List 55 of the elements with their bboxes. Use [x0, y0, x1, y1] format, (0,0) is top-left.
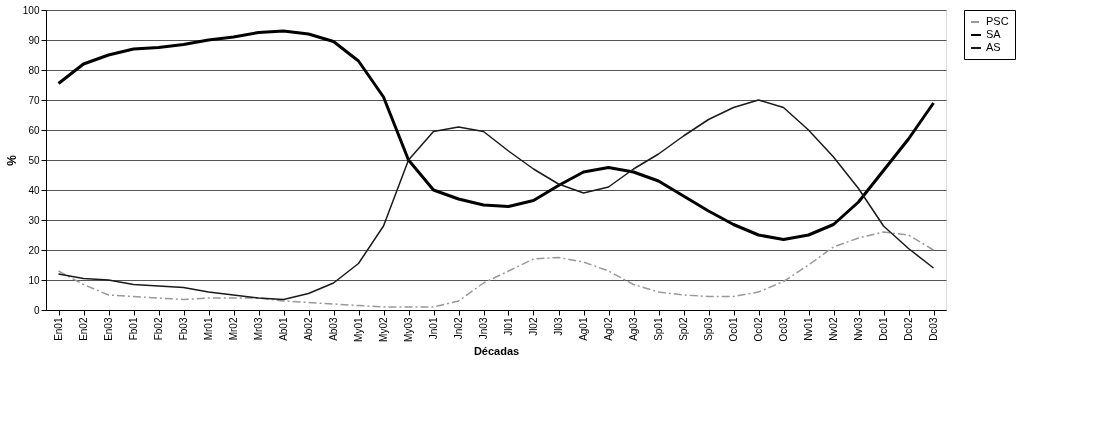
x-tick-label: Sp02 — [678, 317, 689, 341]
x-tick-label: Oc02 — [753, 317, 764, 342]
x-tick-label: Sp01 — [653, 317, 664, 341]
y-tick-label: 20 — [28, 244, 40, 256]
x-tick-label: Sp03 — [703, 317, 714, 341]
x-tick-label: En03 — [103, 317, 114, 341]
x-axis-title: Décadas — [473, 344, 520, 357]
x-tick-label: Ab02 — [303, 317, 314, 341]
x-tick-label: Fb03 — [178, 317, 189, 341]
legend-label: AS — [986, 41, 1001, 53]
y-axis-title: % — [4, 154, 19, 166]
line-series — [57, 29, 935, 241]
x-tick-label: Nv03 — [853, 317, 864, 341]
x-tick-label: Mr02 — [228, 317, 239, 341]
y-tick-label: 10 — [28, 274, 40, 286]
y-tick-label: 0 — [33, 304, 40, 316]
x-tick-label: Oc03 — [778, 317, 789, 342]
y-tick-label: 60 — [28, 124, 40, 136]
y-tick-label: 50 — [28, 154, 40, 166]
x-tick-label: Ab03 — [328, 317, 339, 341]
y-tick-label: 80 — [28, 64, 40, 76]
x-tick-label: Ag03 — [628, 317, 639, 341]
x-tick-label: Fb02 — [153, 317, 164, 341]
x-tick-label: Nv01 — [803, 317, 814, 341]
x-tick-label: Oc01 — [728, 317, 739, 342]
x-tick-label: Jl02 — [528, 317, 539, 336]
x-tick-label: My02 — [378, 317, 389, 342]
x-tick-label: Mr03 — [253, 317, 264, 341]
line-series — [57, 231, 935, 308]
line-series — [57, 99, 935, 301]
x-tick-label: En02 — [78, 317, 89, 341]
x-tick-label: Jn01 — [428, 317, 439, 340]
x-tick-label: Dc01 — [878, 317, 889, 341]
y-tick-label: 30 — [28, 214, 40, 226]
y-tick-label: 70 — [28, 94, 40, 106]
legend-label: SA — [986, 28, 1002, 40]
x-tick-label: My01 — [353, 317, 364, 342]
x-tick-label: Ag02 — [603, 317, 614, 341]
y-tick-label: 90 — [28, 34, 40, 46]
x-tick-label: Ag01 — [578, 317, 589, 341]
y-tick-label: 40 — [28, 184, 40, 196]
x-tick-label: Jl01 — [503, 317, 514, 336]
x-tick-label: My03 — [403, 317, 414, 342]
x-tick-label: Jl03 — [553, 317, 564, 336]
x-tick-label: Dc02 — [903, 317, 914, 341]
x-tick-label: Mr01 — [203, 317, 214, 341]
x-tick-label: Fb01 — [128, 317, 139, 341]
x-tick-label: Jn03 — [478, 317, 489, 340]
legend-label: PSC — [986, 15, 1009, 27]
x-tick-label: En01 — [53, 317, 64, 341]
x-tick-label: Ab01 — [278, 317, 289, 341]
y-tick-label: 100 — [22, 4, 40, 16]
x-tick-label: Jn02 — [453, 317, 464, 340]
x-tick-label: Nv02 — [828, 317, 839, 341]
x-tick-label: Dc03 — [928, 317, 939, 341]
